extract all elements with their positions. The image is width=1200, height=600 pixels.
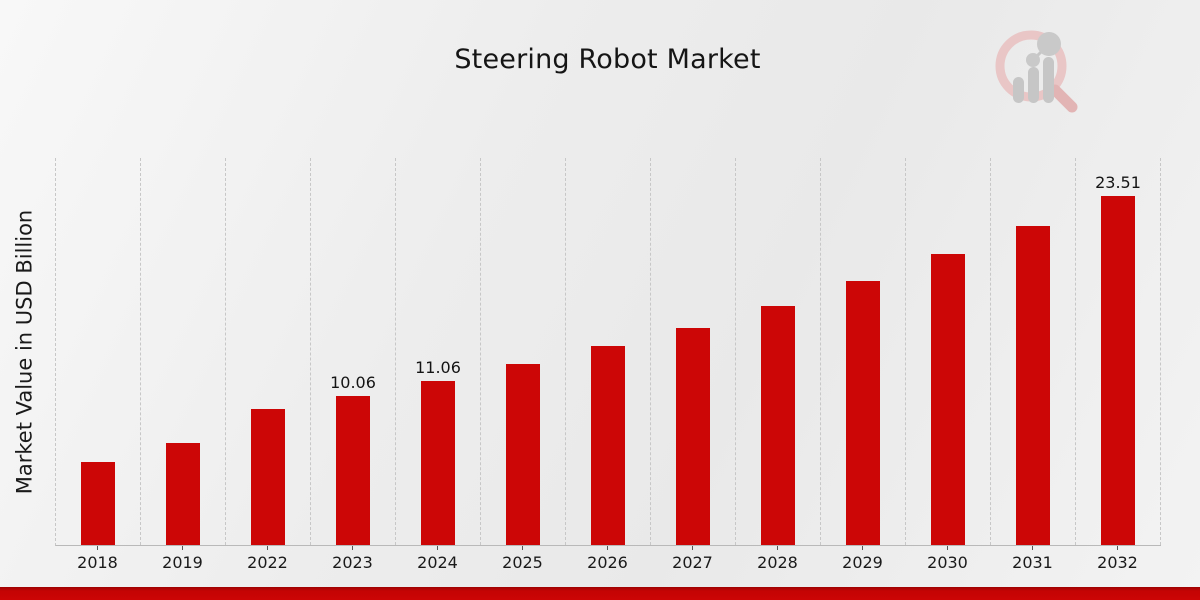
chart-column-2027 — [651, 158, 736, 545]
x-axis-cell-2019: 2019 — [140, 546, 225, 572]
x-axis-tick — [947, 546, 948, 550]
bar-2018 — [81, 462, 115, 545]
x-axis-tick — [182, 546, 183, 550]
x-axis-label-2028: 2028 — [757, 553, 798, 572]
x-axis-label-2030: 2030 — [927, 553, 968, 572]
bar-2032: 23.51 — [1095, 173, 1141, 545]
x-axis-tick — [692, 546, 693, 550]
x-axis-label-2029: 2029 — [842, 553, 883, 572]
x-axis-cell-2022: 2022 — [225, 546, 310, 572]
x-axis-tick — [777, 546, 778, 550]
bar-2019 — [166, 442, 200, 545]
x-axis-tick — [1032, 546, 1033, 550]
bar-2026 — [591, 346, 625, 545]
x-axis-label-2027: 2027 — [672, 553, 713, 572]
bar-2027 — [676, 327, 710, 545]
chart-column-2022 — [226, 158, 311, 545]
chart-column-2025 — [481, 158, 566, 545]
x-axis-cell-2028: 2028 — [735, 546, 820, 572]
x-axis-tick — [522, 546, 523, 550]
bar-2023: 10.06 — [330, 373, 376, 545]
x-axis: 2018 2019 2022 2023 2024 2025 2026 2027 2028 2029… — [55, 546, 1160, 572]
x-axis-tick — [97, 546, 98, 550]
x-axis-tick — [607, 546, 608, 550]
plot-area: 10.06 11.06 23.51 — [55, 158, 1161, 546]
x-axis-cell-2029: 2029 — [820, 546, 905, 572]
chart-column-2030 — [906, 158, 991, 545]
x-axis-label-2026: 2026 — [587, 553, 628, 572]
y-axis-label: Market Value in USD Billion — [12, 209, 37, 495]
x-axis-label-2025: 2025 — [502, 553, 543, 572]
bar-2024: 11.06 — [415, 358, 461, 545]
bar-2028 — [761, 305, 795, 545]
x-axis-tick — [862, 546, 863, 550]
x-axis-cell-2027: 2027 — [650, 546, 735, 572]
x-axis-tick — [267, 546, 268, 550]
chart-column-2019 — [141, 158, 226, 545]
bar-value-label-2032: 23.51 — [1095, 173, 1141, 193]
bar-value-label-2023: 10.06 — [330, 372, 376, 392]
chart-column-2018 — [56, 158, 141, 545]
bar-2031 — [1016, 225, 1050, 545]
x-axis-label-2019: 2019 — [162, 553, 203, 572]
chart-column-2032: 23.51 — [1076, 158, 1161, 545]
x-axis-cell-2025: 2025 — [480, 546, 565, 572]
chart-column-2031 — [991, 158, 1076, 545]
bar-2030 — [931, 253, 965, 545]
bar-value-label-2024: 11.06 — [415, 358, 461, 378]
x-axis-cell-2023: 2023 — [310, 546, 395, 572]
x-axis-label-2023: 2023 — [332, 553, 373, 572]
market-research-watermark-icon — [983, 18, 1095, 122]
x-axis-cell-2032: 2032 — [1075, 546, 1160, 572]
bar-2022 — [251, 409, 285, 545]
x-axis-tick — [437, 546, 438, 550]
chart-column-2028 — [736, 158, 821, 545]
x-axis-label-2031: 2031 — [1012, 553, 1053, 572]
x-axis-label-2022: 2022 — [247, 553, 288, 572]
x-axis-cell-2026: 2026 — [565, 546, 650, 572]
chart-column-2024: 11.06 — [396, 158, 481, 545]
bar-2025 — [506, 364, 540, 545]
bar-2029 — [846, 281, 880, 545]
x-axis-label-2032: 2032 — [1097, 553, 1138, 572]
x-axis-label-2024: 2024 — [417, 553, 458, 572]
x-axis-label-2018: 2018 — [77, 553, 118, 572]
x-axis-tick — [1117, 546, 1118, 550]
chart-column-2023: 10.06 — [311, 158, 396, 545]
chart-column-2026 — [566, 158, 651, 545]
chart-title: Steering Robot Market — [454, 44, 761, 75]
x-axis-tick — [352, 546, 353, 550]
x-axis-cell-2024: 2024 — [395, 546, 480, 572]
x-axis-cell-2018: 2018 — [55, 546, 140, 572]
chart-column-2029 — [821, 158, 906, 545]
x-axis-cell-2030: 2030 — [905, 546, 990, 572]
x-axis-cell-2031: 2031 — [990, 546, 1075, 572]
footer-red-band — [0, 587, 1200, 600]
